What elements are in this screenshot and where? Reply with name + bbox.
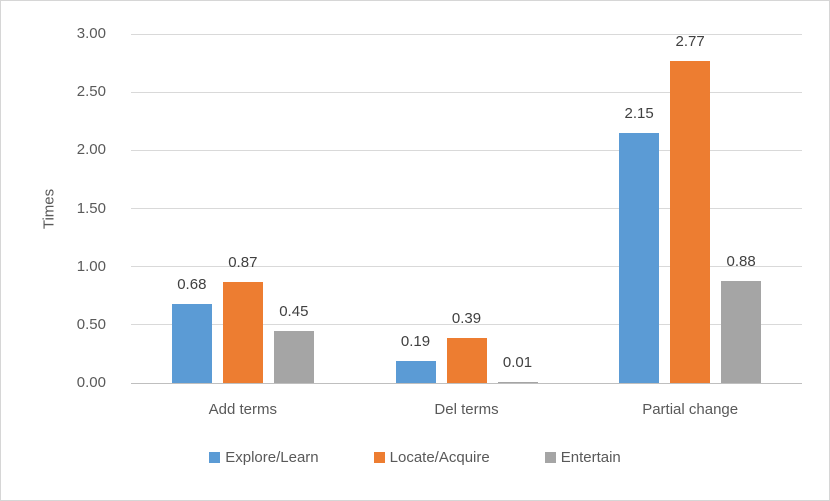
bar bbox=[273, 330, 314, 383]
bar bbox=[171, 303, 212, 383]
bar bbox=[497, 381, 538, 383]
bar bbox=[721, 280, 762, 383]
gridline bbox=[131, 33, 802, 35]
legend: Explore/Learn Locate/Acquire Entertain bbox=[1, 449, 829, 466]
bar-value-label: 0.19 bbox=[400, 332, 431, 350]
bar-value-label: 0.45 bbox=[279, 302, 309, 320]
x-category-label: Add terms bbox=[208, 401, 277, 418]
y-tick-label: 2.50 bbox=[76, 83, 106, 101]
gridline bbox=[131, 324, 802, 326]
legend-label: Entertain bbox=[560, 449, 621, 466]
x-category-label: Partial change bbox=[642, 401, 739, 418]
bar bbox=[446, 337, 487, 383]
y-tick-label: 2.00 bbox=[76, 141, 106, 159]
legend-label: Explore/Learn bbox=[225, 449, 319, 466]
x-category-label: Del terms bbox=[434, 401, 499, 418]
x-axis-line bbox=[131, 382, 802, 384]
bar bbox=[395, 360, 436, 383]
bar-value-label: 0.68 bbox=[177, 275, 207, 293]
legend-item: Locate/Acquire bbox=[373, 449, 490, 466]
bar-value-label: 0.88 bbox=[726, 252, 756, 270]
legend-item: Entertain bbox=[544, 449, 621, 466]
bar-value-label: 0.39 bbox=[451, 309, 482, 327]
y-tick-label: 0.50 bbox=[76, 315, 106, 333]
bar bbox=[619, 132, 660, 383]
y-tick-label: 1.50 bbox=[76, 199, 106, 217]
gridline bbox=[131, 266, 802, 268]
bar-value-label: 0.87 bbox=[228, 253, 258, 271]
bar-value-label: 2.77 bbox=[675, 32, 705, 50]
y-tick-label: 3.00 bbox=[76, 25, 106, 42]
legend-swatch-icon bbox=[544, 452, 556, 463]
legend-label: Locate/Acquire bbox=[389, 449, 490, 466]
legend-item: Explore/Learn bbox=[209, 449, 319, 466]
y-tick-label: 0.00 bbox=[76, 374, 106, 391]
bar-value-label: 0.01 bbox=[502, 353, 533, 371]
legend-swatch-icon bbox=[373, 452, 385, 463]
bar bbox=[670, 60, 711, 383]
legend-swatch-icon bbox=[209, 452, 221, 463]
gridline bbox=[131, 149, 802, 151]
bar-value-label: 2.15 bbox=[624, 104, 654, 122]
gridline bbox=[131, 208, 802, 209]
bar bbox=[222, 281, 263, 383]
gridline bbox=[131, 91, 802, 93]
y-tick-label: 1.00 bbox=[76, 257, 106, 275]
